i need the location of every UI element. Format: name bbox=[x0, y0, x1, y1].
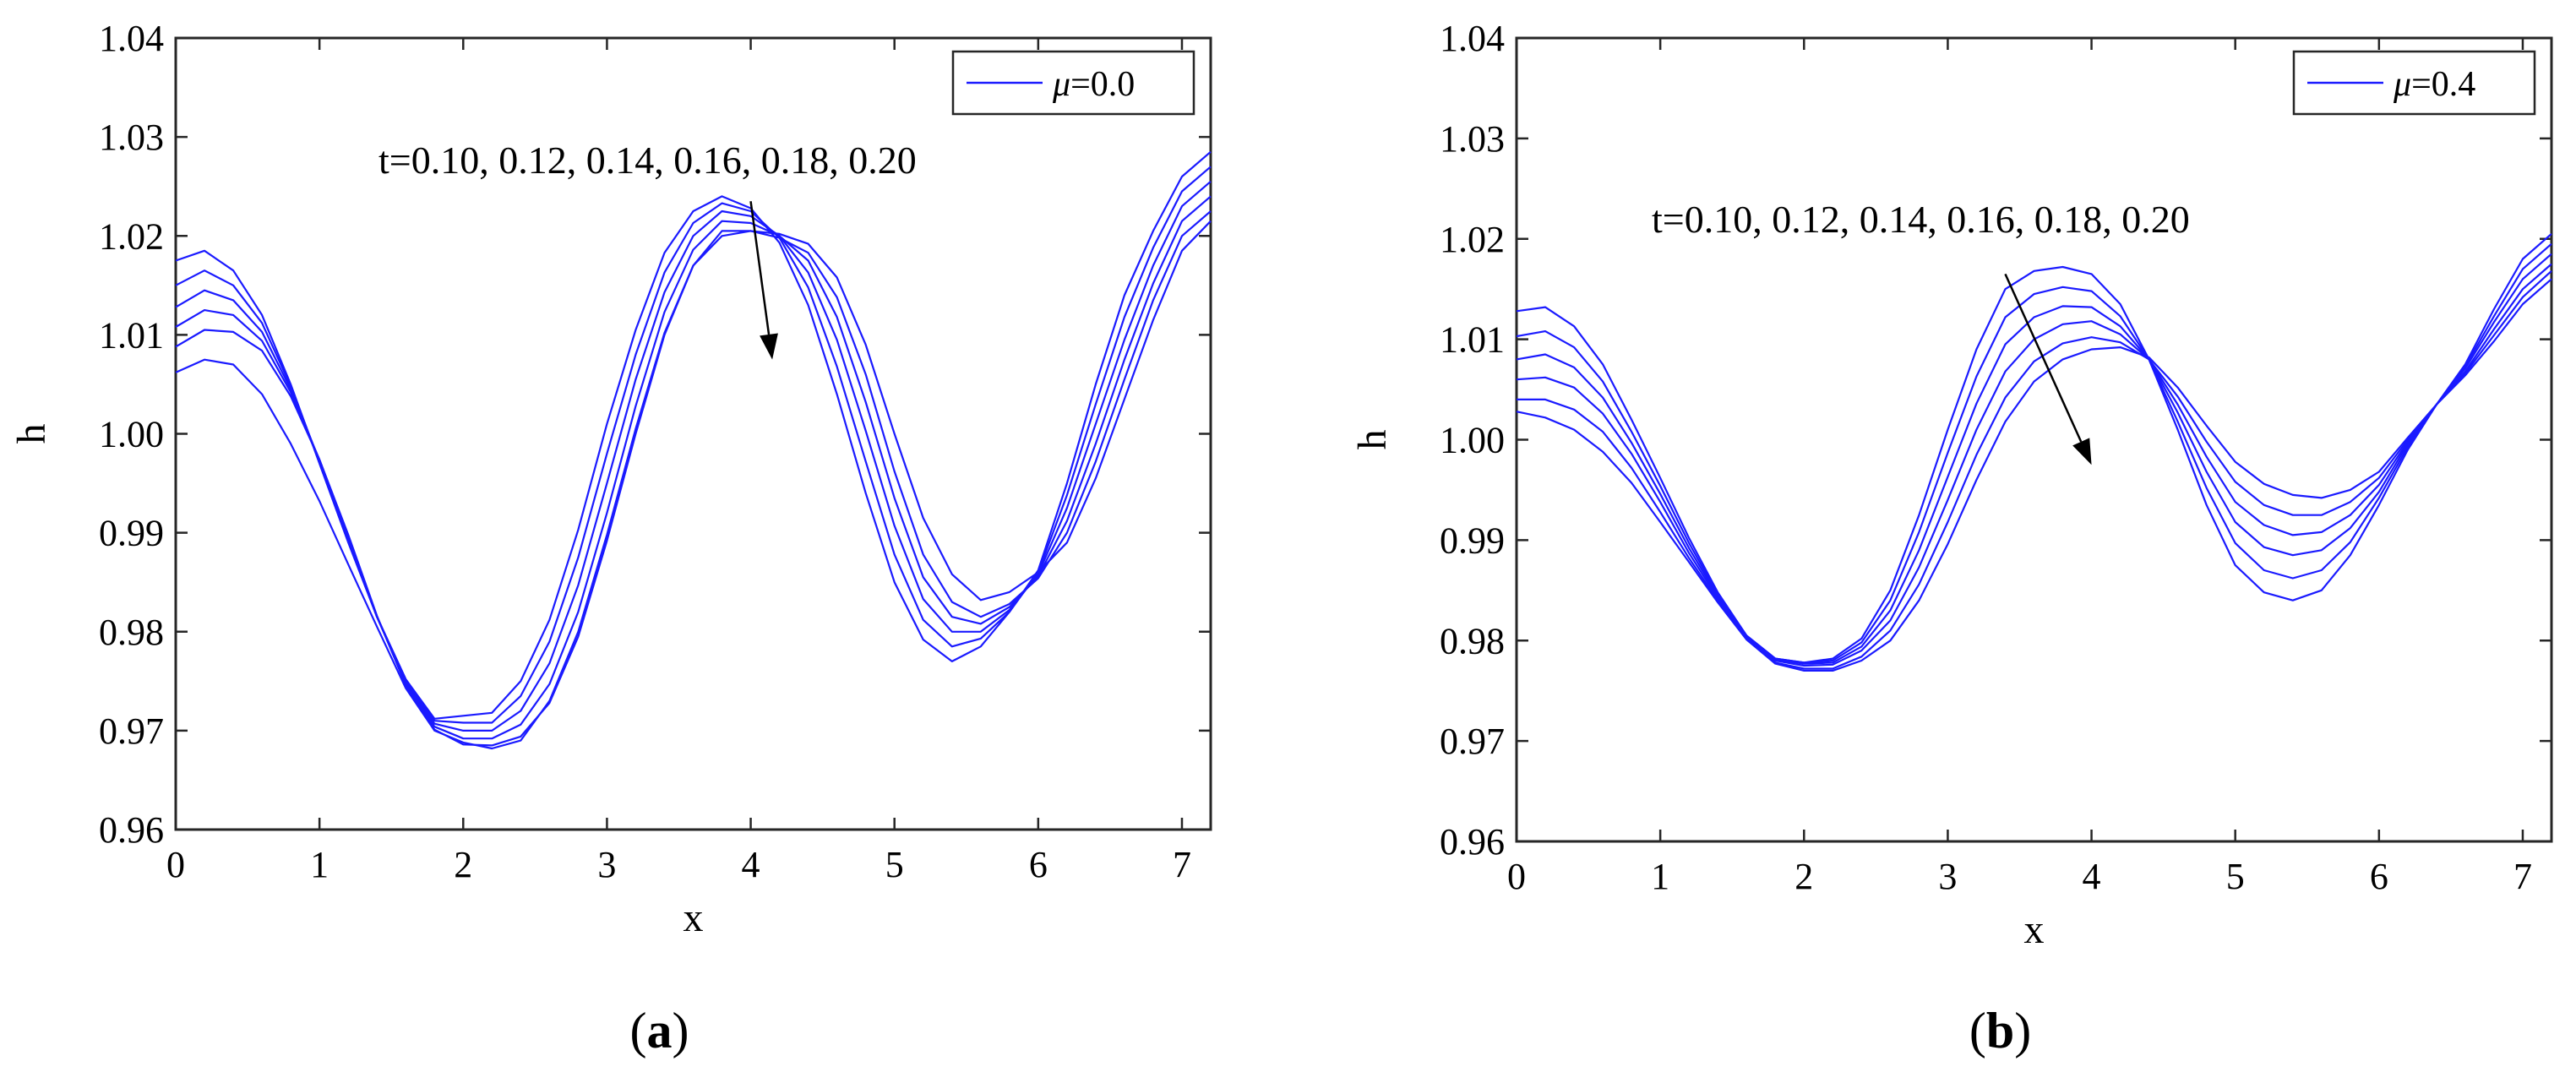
panel-a-caption-close-paren: ) bbox=[673, 1003, 689, 1059]
panel-b-annotation-arrow bbox=[2004, 273, 2083, 443]
y-tick-label: 0.99 bbox=[1440, 520, 1505, 561]
y-tick-label: 1.03 bbox=[1440, 118, 1505, 160]
panel-a-annotation-arrow bbox=[749, 201, 771, 335]
panel-b-caption: (b) bbox=[1969, 1003, 2031, 1059]
panel-b-annotation-arrowhead bbox=[2072, 438, 2092, 465]
y-tick-label: 1.03 bbox=[99, 117, 164, 158]
x-tick-label: 3 bbox=[597, 844, 616, 885]
series-line bbox=[1516, 232, 2552, 664]
x-tick-label: 2 bbox=[1794, 856, 1813, 897]
panel-a-legend: μ=0.0 bbox=[951, 50, 1195, 116]
y-tick-label: 0.96 bbox=[1440, 821, 1505, 863]
x-tick-label: 0 bbox=[166, 844, 185, 885]
y-tick-label: 1.02 bbox=[99, 215, 164, 257]
series-line bbox=[1517, 269, 2552, 670]
panel-b-x-axis-label: x bbox=[2024, 907, 2045, 952]
panel-b-x-tick-labels: 0 1 2 3 4 5 6 7 bbox=[1507, 856, 2532, 897]
panel-b-caption-open-paren: ( bbox=[1969, 1003, 1986, 1059]
x-tick-label: 5 bbox=[885, 844, 904, 885]
x-tick-label: 1 bbox=[310, 844, 329, 885]
y-tick-label: 0.98 bbox=[99, 612, 164, 653]
panel-a-annotation-arrowhead bbox=[760, 333, 778, 360]
panel-a-annotation-text: t=0.10, 0.12, 0.14, 0.16, 0.18, 0.20 bbox=[379, 139, 917, 182]
panel-a-legend-mu: μ bbox=[1052, 65, 1070, 104]
panel-b-caption-close-paren: ) bbox=[2014, 1003, 2031, 1059]
x-tick-label: 2 bbox=[454, 844, 472, 885]
panel-a-legend-label: μ=0.0 bbox=[1052, 65, 1135, 104]
panel-b-legend-mu: μ bbox=[2393, 65, 2411, 104]
y-tick-label: 0.96 bbox=[99, 809, 164, 851]
panel-b-series-layer bbox=[1516, 232, 2552, 672]
panel-a: 0 1 2 3 4 5 6 7 0.96 0.97 0.98 0.99 1.00 1.01 1.02 1.0… bbox=[9, 18, 1212, 1059]
y-tick-label: 0.97 bbox=[99, 710, 164, 752]
series-line bbox=[1516, 242, 2552, 664]
panel-a-series-layer bbox=[175, 150, 1212, 750]
x-tick-label: 6 bbox=[1029, 844, 1048, 885]
y-tick-label: 0.98 bbox=[1440, 620, 1505, 661]
x-tick-label: 7 bbox=[2513, 856, 2532, 897]
x-tick-label: 3 bbox=[1938, 856, 1957, 897]
y-tick-label: 1.01 bbox=[99, 314, 164, 356]
panel-a-caption: (a) bbox=[630, 1003, 689, 1059]
y-tick-label: 1.00 bbox=[99, 414, 164, 455]
panel-b-ticks bbox=[1515, 36, 2551, 843]
x-tick-label: 6 bbox=[2370, 856, 2388, 897]
panel-a-x-tick-labels: 0 1 2 3 4 5 6 7 bbox=[166, 844, 1191, 885]
panel-a-caption-open-paren: ( bbox=[630, 1003, 647, 1059]
x-tick-label: 7 bbox=[1173, 844, 1191, 885]
series-line bbox=[175, 220, 1212, 750]
panel-a-y-tick-labels: 0.96 0.97 0.98 0.99 1.00 1.01 1.02 1.03 1.04 bbox=[99, 18, 164, 851]
panel-a-legend-value: =0.0 bbox=[1070, 65, 1135, 104]
panel-b-y-axis-label: h bbox=[1350, 430, 1395, 450]
y-tick-label: 1.00 bbox=[1440, 420, 1505, 461]
panel-b-legend-value: =0.4 bbox=[2411, 65, 2475, 104]
y-tick-label: 0.97 bbox=[1440, 721, 1505, 762]
panel-b-legend-label: μ=0.4 bbox=[2393, 65, 2475, 104]
panel-b-legend: μ=0.4 bbox=[2292, 50, 2536, 116]
y-tick-label: 0.99 bbox=[99, 513, 164, 554]
panel-b: 0 1 2 3 4 5 6 7 0.96 0.97 0.98 0.99 1.00 1.01 1.02 1.0… bbox=[1350, 18, 2553, 1059]
panel-a-x-axis-label: x bbox=[683, 895, 704, 940]
x-tick-label: 5 bbox=[2226, 856, 2245, 897]
series-line bbox=[1516, 253, 2552, 665]
series-line bbox=[1516, 278, 2552, 672]
x-tick-label: 1 bbox=[1651, 856, 1669, 897]
y-tick-label: 1.01 bbox=[1440, 319, 1505, 361]
panel-a-y-axis-label: h bbox=[9, 424, 54, 444]
panel-a-ticks bbox=[174, 36, 1211, 831]
y-tick-label: 1.04 bbox=[99, 18, 164, 59]
x-tick-label: 4 bbox=[742, 844, 760, 885]
panel-b-y-tick-labels: 0.96 0.97 0.98 0.99 1.00 1.01 1.02 1.03 1.04 bbox=[1440, 18, 1505, 863]
panel-b-caption-letter: b bbox=[1986, 1003, 2014, 1059]
x-tick-label: 0 bbox=[1507, 856, 1526, 897]
panel-b-annotation-text: t=0.10, 0.12, 0.14, 0.16, 0.18, 0.20 bbox=[1652, 198, 2190, 241]
y-tick-label: 1.02 bbox=[1440, 219, 1505, 260]
panel-a-caption-letter: a bbox=[647, 1003, 673, 1059]
x-tick-label: 4 bbox=[2083, 856, 2101, 897]
y-tick-label: 1.04 bbox=[1440, 18, 1505, 59]
